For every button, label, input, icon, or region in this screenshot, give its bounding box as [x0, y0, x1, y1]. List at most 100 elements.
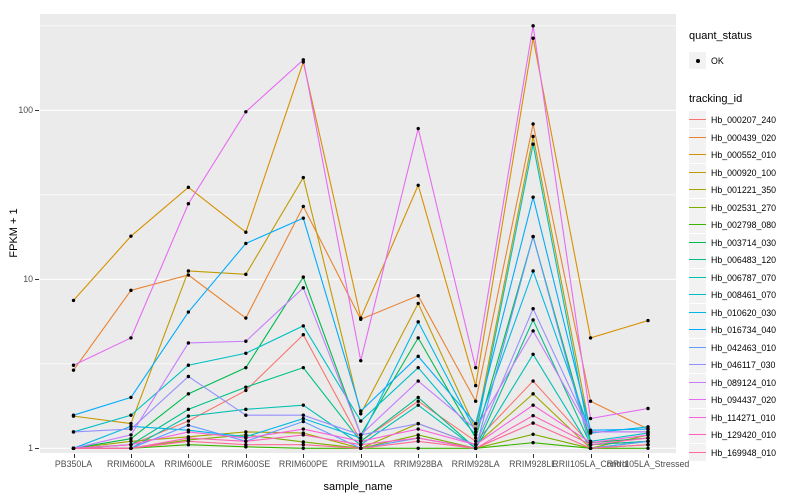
legend-item-label: Hb_002531_270: [711, 202, 777, 213]
data-point: [473, 421, 478, 426]
data-point: [71, 298, 76, 303]
data-point: [244, 436, 248, 440]
data-point: [359, 409, 363, 413]
legend-item-label: Hb_042463_010: [711, 342, 777, 353]
x-tick-mark: [418, 454, 420, 458]
data-point: [71, 446, 76, 450]
data-point: [473, 365, 478, 370]
data-point: [531, 413, 535, 418]
data-point: [588, 416, 593, 421]
data-point: [129, 443, 133, 447]
data-point: [531, 318, 535, 322]
y-tick-mark: [35, 448, 39, 450]
data-point: [129, 433, 133, 437]
data-point: [416, 436, 420, 440]
legend-key-line-icon: [689, 276, 706, 278]
data-point: [129, 395, 133, 400]
y-tick-label: 10: [23, 274, 33, 285]
x-tick-label: RRII105LA_Control: [552, 459, 629, 469]
data-point: [71, 363, 76, 367]
plot-panel: [40, 14, 676, 453]
x-tick-label: RRIM901LA: [336, 459, 385, 469]
legend-key-line-icon: [689, 311, 706, 313]
legend-key-box: [689, 146, 706, 163]
data-point: [301, 365, 305, 370]
data-point: [186, 414, 191, 418]
data-point: [359, 436, 363, 440]
data-point: [646, 443, 650, 447]
x-tick-mark: [245, 454, 247, 458]
legend-key-line-icon: [689, 259, 706, 261]
legend-key-box: [689, 216, 706, 233]
data-point: [646, 318, 650, 323]
data-point: [416, 301, 420, 306]
data-point: [129, 413, 133, 417]
x-tick-mark: [303, 454, 305, 458]
series-line-Hb_000552_010: [73, 38, 649, 386]
legend-key-box: [689, 321, 706, 338]
series-line-Hb_016734_040: [73, 197, 649, 431]
legend-key-line-icon: [689, 364, 706, 366]
data-point: [416, 336, 420, 340]
data-point: [244, 388, 248, 393]
series-line-Hb_000920_100: [73, 136, 648, 433]
data-point: [416, 365, 420, 370]
data-point: [359, 358, 363, 363]
data-point: [646, 430, 650, 434]
data-point: [129, 336, 133, 340]
data-point: [531, 432, 535, 437]
legend-key-line-icon: [689, 206, 706, 208]
data-point: [244, 272, 248, 277]
data-point: [473, 399, 478, 403]
data-point: [646, 446, 650, 450]
legend-key-line-icon: [689, 381, 706, 383]
legend-item-label: Hb_006787_070: [711, 272, 777, 283]
y-tick-label: 1: [28, 443, 33, 454]
legend-key-line-icon: [689, 329, 706, 331]
data-point: [186, 443, 191, 447]
data-point: [301, 216, 305, 220]
data-point: [531, 134, 535, 139]
data-point: [416, 433, 420, 437]
data-point: [416, 379, 420, 383]
data-point: [359, 419, 363, 423]
data-point: [588, 443, 593, 447]
x-tick-label: RRIM600PE: [278, 459, 328, 469]
legend-key-line-icon: [689, 434, 706, 436]
data-point: [186, 202, 191, 206]
data-point: [359, 443, 363, 447]
data-point: [588, 399, 593, 403]
x-tick-mark: [73, 454, 75, 458]
data-point: [301, 433, 305, 437]
legend: quant_status OK tracking_id Hb_000207_24…: [689, 0, 799, 500]
x-tick-mark: [590, 454, 592, 458]
x-tick-label: RRII105LA_Stressed: [606, 459, 690, 469]
data-point: [186, 363, 191, 367]
data-point: [359, 433, 363, 437]
data-point: [531, 329, 535, 333]
data-point: [531, 195, 535, 199]
data-point: [646, 433, 650, 437]
x-tick-mark: [188, 454, 190, 458]
data-point: [301, 286, 305, 290]
data-point: [244, 407, 248, 412]
legend-key-box: [689, 408, 706, 426]
data-point: [416, 403, 420, 407]
legend-key-line-icon: [689, 346, 706, 348]
data-point: [244, 230, 248, 234]
legend-key-box: [689, 426, 706, 443]
legend-key-box: [689, 268, 706, 286]
x-tick-mark: [130, 454, 132, 458]
legend-key-box: [689, 251, 706, 268]
legend-key-box: [689, 181, 706, 198]
data-point: [301, 175, 305, 180]
x-tick-label: RRIM928LE: [509, 459, 558, 469]
data-point: [473, 439, 478, 444]
legend-key-line-icon: [689, 294, 706, 296]
legend-key-line-icon: [689, 136, 706, 138]
legend-key-box: [689, 356, 706, 373]
legend-key-line-icon: [689, 399, 706, 401]
x-tick-label: PB350LA: [54, 459, 93, 469]
data-point: [301, 416, 305, 421]
legend-item-label: Hb_094437_020: [711, 395, 777, 405]
